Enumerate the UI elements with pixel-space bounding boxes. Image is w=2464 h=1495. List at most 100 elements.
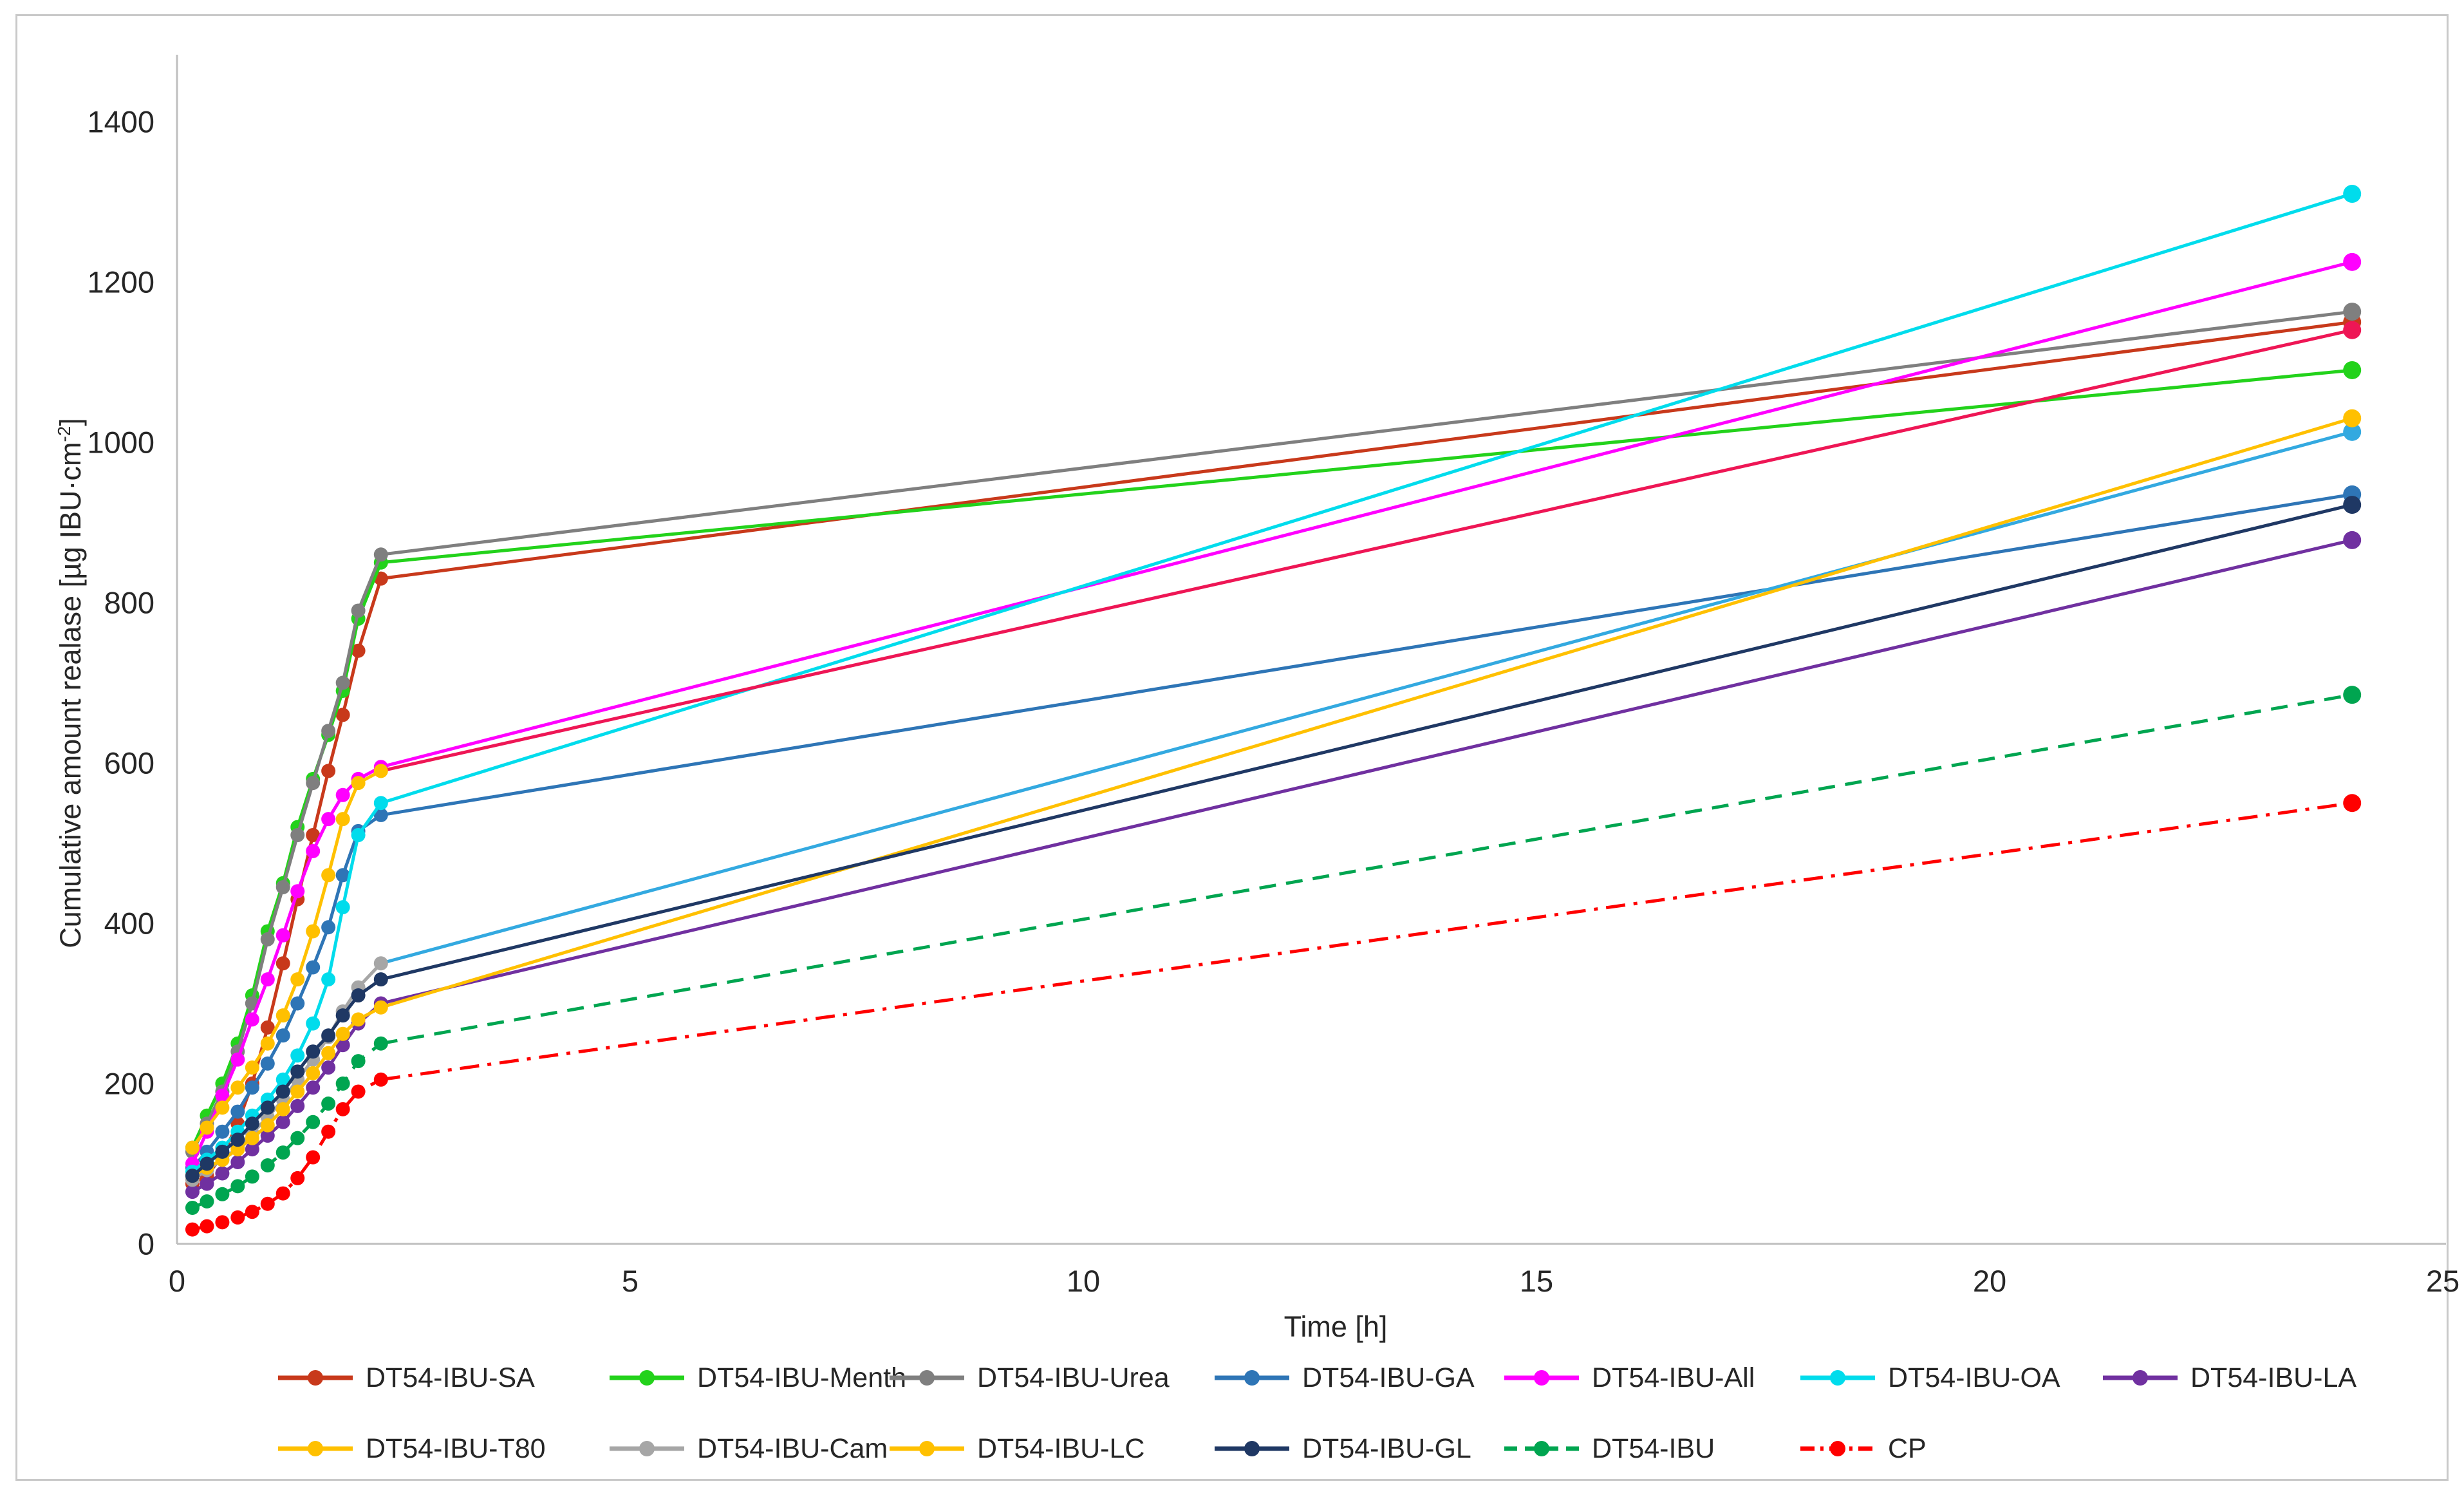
data-point [275, 1072, 290, 1087]
data-point [215, 1215, 230, 1230]
legend-label: DT54-IBU-GL [1302, 1433, 1471, 1464]
data-point [306, 1016, 321, 1031]
data-point [245, 1080, 259, 1095]
legend-dot [1534, 1370, 1549, 1386]
data-point [260, 1020, 275, 1035]
x-tick-label: 5 [621, 1264, 639, 1298]
data-point [306, 1150, 321, 1165]
y-tick-label: 1200 [87, 265, 154, 299]
series-tail-line [380, 328, 2353, 773]
legend-item-DT54-IBU-LA: DT54-IBU-LA [2102, 1355, 2357, 1400]
data-point [351, 1054, 366, 1069]
data-point [351, 1012, 366, 1027]
data-point [200, 1176, 214, 1191]
legend-marker-icon [1800, 1370, 1875, 1386]
data-point [290, 1064, 305, 1079]
legend-item-DT54-IBU-Cam: DT54-IBU-Cam [608, 1426, 888, 1471]
data-point [321, 1060, 336, 1075]
data-point [200, 1219, 214, 1234]
data-point [321, 1124, 336, 1139]
data-point-24h [2343, 321, 2362, 339]
legend-dot [2133, 1370, 2148, 1386]
legend-marker-icon [610, 1441, 684, 1456]
data-point-24h [2343, 496, 2362, 514]
data-point [230, 1104, 245, 1119]
data-point [260, 1100, 275, 1115]
y-tick-label: 200 [104, 1066, 154, 1101]
y-tick-label: 0 [137, 1227, 154, 1261]
data-point [275, 1145, 290, 1160]
data-point [306, 843, 321, 858]
data-point-24h [2343, 361, 2362, 379]
x-tick-label: 10 [1066, 1264, 1101, 1298]
legend-item-DT54-IBU-Menth: DT54-IBU-Menth [608, 1355, 906, 1400]
data-point [245, 1116, 259, 1131]
data-point [306, 1066, 321, 1080]
data-point [275, 956, 290, 971]
series-tail-line [380, 260, 2353, 769]
legend-label: DT54-IBU-SA [366, 1362, 535, 1393]
data-point [373, 807, 388, 822]
legend-label: DT54-IBU-Menth [697, 1362, 906, 1393]
data-point [306, 960, 321, 975]
data-point [185, 1185, 200, 1199]
data-point [306, 776, 321, 791]
data-point [260, 1036, 275, 1051]
data-point [335, 675, 350, 690]
series-DT54-IBU-OA [185, 185, 2362, 1179]
data-point-24h [2343, 422, 2362, 441]
data-point [290, 828, 305, 843]
legend-marker-icon [1215, 1370, 1289, 1386]
data-point [321, 868, 336, 883]
data-point [335, 708, 350, 722]
data-point [185, 1169, 200, 1183]
data-point [321, 1046, 336, 1060]
data-point [351, 776, 366, 791]
legend-item-DT54-IBU-GL: DT54-IBU-GL [1213, 1426, 1471, 1471]
data-point [230, 1155, 245, 1170]
series-tail-line [380, 310, 2353, 556]
data-point [306, 1114, 321, 1129]
data-point [230, 1210, 245, 1225]
data-point [290, 972, 305, 987]
data-point [335, 1026, 350, 1041]
legend-label: DT54-IBU-All [1592, 1362, 1755, 1393]
data-point [373, 547, 388, 562]
data-point [335, 787, 350, 802]
data-point [290, 1098, 305, 1113]
data-point-24h [2343, 252, 2362, 271]
data-point [215, 1144, 230, 1159]
data-point [373, 972, 388, 987]
x-tick-label: 0 [168, 1264, 186, 1298]
data-point [275, 879, 290, 894]
data-point [373, 1072, 388, 1087]
data-point [185, 1222, 200, 1237]
y-tick-label: 400 [104, 906, 154, 941]
legend-dot [1830, 1441, 1845, 1456]
data-point [230, 1179, 245, 1194]
series-DT54-IBU-All [185, 252, 2362, 1171]
data-point [373, 1000, 388, 1015]
data-point [200, 1156, 214, 1171]
legend-label: DT54-IBU-Urea [977, 1362, 1170, 1393]
legend-dot [919, 1370, 935, 1386]
data-point [321, 972, 336, 987]
data-point [335, 812, 350, 827]
legend-label: DT54-IBU-T80 [366, 1433, 546, 1464]
data-point [306, 1080, 321, 1095]
legend-marker-icon [1504, 1441, 1579, 1456]
series-tail-line [380, 430, 2353, 965]
series-tail-line [380, 493, 2353, 817]
data-point [185, 1140, 200, 1155]
data-point [260, 1118, 275, 1133]
legend-item-DT54-IBU-All: DT54-IBU-All [1503, 1355, 1755, 1400]
data-point [200, 1120, 214, 1135]
legend-dot [308, 1370, 323, 1386]
data-point [230, 1080, 245, 1095]
data-point [373, 1036, 388, 1051]
data-point [373, 956, 388, 971]
legend-label: DT54-IBU-GA [1302, 1362, 1475, 1393]
series-DT54-IBU-GL [185, 496, 2362, 1183]
data-point [306, 1044, 321, 1059]
data-point [290, 1084, 305, 1099]
